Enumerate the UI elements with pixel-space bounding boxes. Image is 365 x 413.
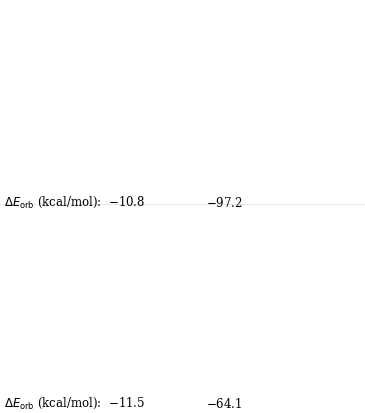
- Text: $\Delta E_{\mathrm{orb}}$ (kcal/mol):  $-$10.8: $\Delta E_{\mathrm{orb}}$ (kcal/mol): $-…: [4, 194, 145, 209]
- Text: $-$64.1: $-$64.1: [206, 396, 242, 410]
- Text: $-$97.2: $-$97.2: [206, 195, 243, 209]
- Text: $\Delta E_{\mathrm{orb}}$ (kcal/mol):  $-$11.5: $\Delta E_{\mathrm{orb}}$ (kcal/mol): $-…: [4, 395, 145, 410]
